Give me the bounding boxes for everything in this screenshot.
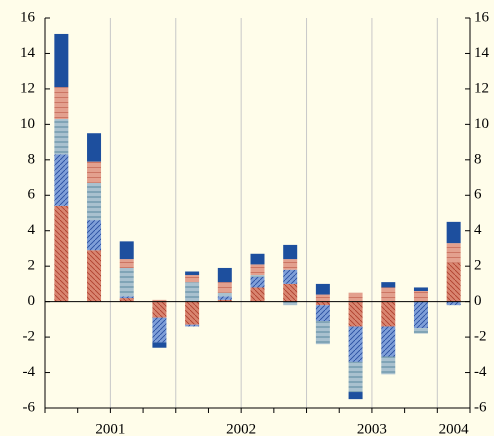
bar-segment <box>250 287 265 302</box>
bar-segment <box>348 326 363 362</box>
bar-segment <box>348 292 363 302</box>
bar-segment <box>54 154 69 206</box>
bar-segment <box>283 283 298 302</box>
bar-segment <box>446 262 461 302</box>
bar-segment <box>348 361 363 393</box>
y-tick-label: 2 <box>28 258 36 274</box>
bar-segment <box>446 301 461 306</box>
y-tick-label: 16 <box>20 9 36 25</box>
bar-segment <box>315 305 330 322</box>
bar-segment <box>217 296 232 300</box>
bar-segment <box>381 282 396 288</box>
bar-segment <box>87 250 102 302</box>
bar-segment <box>315 294 330 302</box>
bar-segment <box>185 271 200 276</box>
y2-tick-label: 6 <box>474 187 482 203</box>
bar-segment <box>87 220 102 251</box>
bar-segment <box>54 205 69 302</box>
bar-segment <box>315 301 330 306</box>
bar-segment <box>152 301 167 318</box>
bar-segment <box>446 243 461 263</box>
y2-tick-label: -4 <box>474 364 487 380</box>
x-group-label: 2002 <box>226 421 256 436</box>
y2-tick-label: -6 <box>474 399 487 415</box>
y2-tick-label: 4 <box>474 222 482 238</box>
bar-segment <box>381 287 396 302</box>
y2-tick-label: 8 <box>474 151 482 167</box>
bar-segment <box>119 296 134 299</box>
bar-segment <box>185 324 200 327</box>
bar-segment <box>315 321 330 345</box>
y2-tick-label: 14 <box>474 45 490 61</box>
bar-segment <box>217 282 232 293</box>
y-tick-label: 10 <box>20 116 35 132</box>
bar-segment <box>119 259 134 268</box>
x-group-label: 2001 <box>95 421 125 436</box>
bar-segment <box>348 301 363 327</box>
bar-segment <box>54 87 69 120</box>
y2-tick-label: 2 <box>474 258 482 274</box>
bar-segment <box>381 301 396 327</box>
bar-segment <box>54 119 69 155</box>
y2-tick-label: 16 <box>474 9 490 25</box>
bar-segment <box>413 328 428 334</box>
bar-segment <box>250 275 265 277</box>
bar-segment <box>217 299 232 302</box>
bar-segment <box>283 259 298 270</box>
y-tick-label: -4 <box>23 364 36 380</box>
y2-tick-label: 10 <box>474 116 489 132</box>
bar-segment <box>185 282 200 302</box>
y-tick-label: 14 <box>20 45 36 61</box>
bar-segment <box>283 244 298 260</box>
bar-segment <box>348 392 363 400</box>
x-group-label: 2003 <box>357 421 387 436</box>
bar-segment <box>283 301 298 306</box>
y-tick-label: 12 <box>20 80 35 96</box>
bar-segment <box>250 264 265 276</box>
bar-segment <box>185 301 200 325</box>
y-tick-label: 6 <box>28 187 36 203</box>
bar-segment <box>152 317 167 343</box>
x-group-label: 2004 <box>439 421 470 436</box>
bar-segment <box>250 276 265 288</box>
bar-segment <box>413 301 428 329</box>
bar-segment <box>315 283 330 295</box>
y-tick-label: 4 <box>28 222 36 238</box>
bar-segment <box>446 221 461 244</box>
bar-segment <box>250 253 265 265</box>
bar-segment <box>54 33 69 88</box>
y-tick-label: -2 <box>23 329 36 345</box>
bar-segment <box>381 326 396 357</box>
y-tick-label: 0 <box>28 293 36 309</box>
bar-segment <box>217 267 232 283</box>
y2-tick-label: -2 <box>474 329 487 345</box>
bar-segment <box>185 275 200 283</box>
y2-tick-label: 0 <box>474 293 482 309</box>
bar-segment <box>119 298 134 302</box>
bar-segment <box>119 267 134 297</box>
bar-segment <box>381 356 396 375</box>
bar-segment <box>152 342 167 348</box>
y2-tick-label: 12 <box>474 80 489 96</box>
bar-segment <box>413 287 428 291</box>
bar-segment <box>87 182 102 221</box>
bar-segment <box>87 133 102 162</box>
bar-segment <box>152 299 167 302</box>
y-tick-label: 8 <box>28 151 36 167</box>
bar-segment <box>283 269 298 284</box>
y-tick-label: -6 <box>23 399 36 415</box>
bar-segment <box>119 241 134 260</box>
bar-segment <box>87 161 102 183</box>
bar-segment <box>217 292 232 297</box>
bar-segment <box>413 291 428 302</box>
